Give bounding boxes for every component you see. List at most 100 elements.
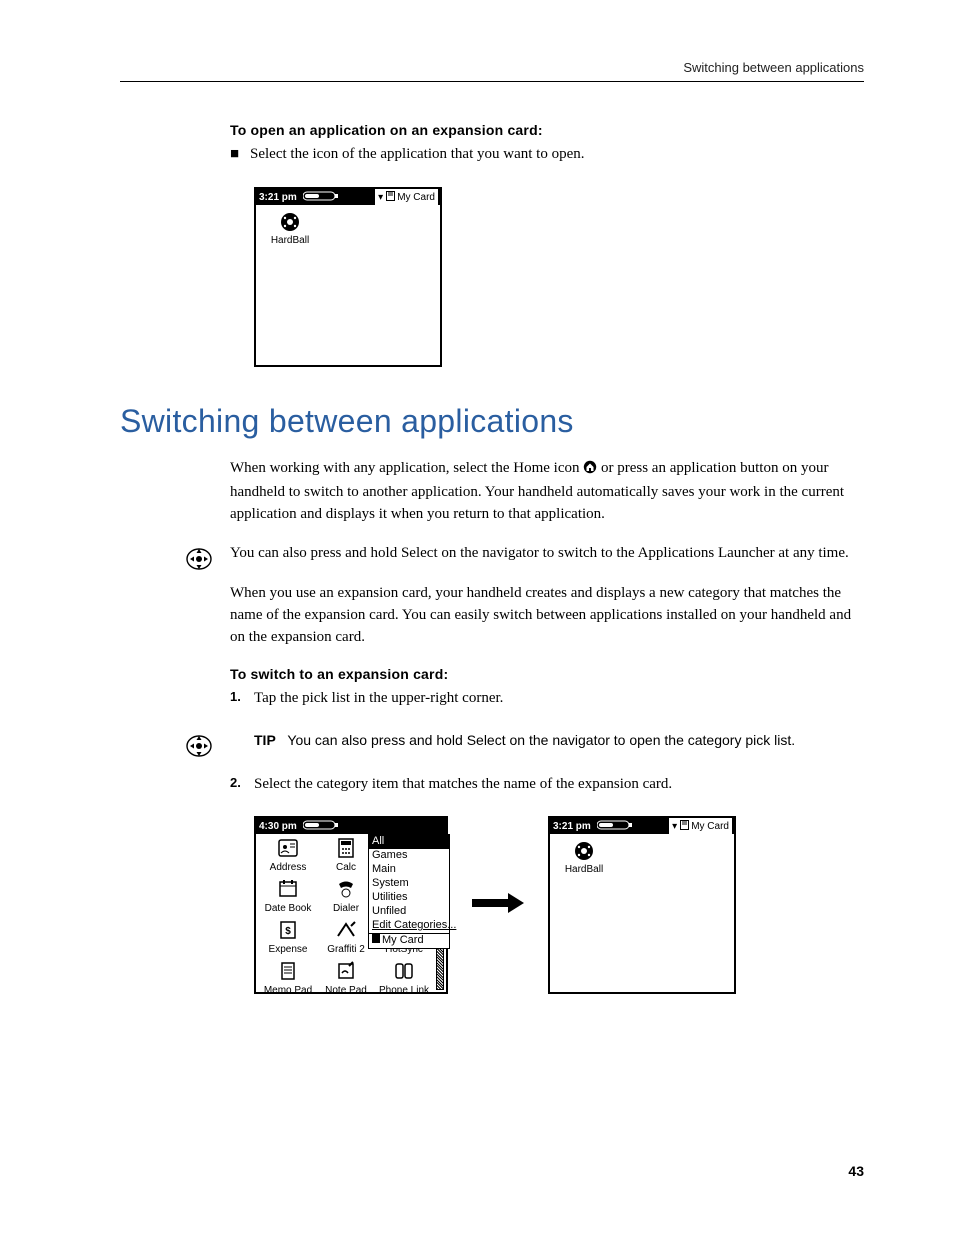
app-calc[interactable]: Calc [318,838,374,873]
step-2-num: 2. [230,774,254,793]
picklist-item[interactable]: Unfiled [369,905,449,919]
memopad-icon [275,961,301,983]
picklist-item[interactable]: System [369,877,449,891]
category-label: My Card [691,821,729,832]
expense-icon: $ [275,920,301,942]
chevron-down-icon: ▾ [672,821,677,832]
palm-screen-b: 4:30 pm All Games Main System Utilities … [254,816,448,994]
app-address[interactable]: Address [260,838,316,873]
app-datebook[interactable]: Date Book [260,879,316,914]
datebook-icon [275,879,301,901]
dialer-icon [333,879,359,901]
app-graffiti[interactable]: Graffiti 2 [318,920,374,955]
app-label: Expense [269,944,308,955]
bullet-text: Select the icon of the application that … [250,144,585,165]
subhead-switch-card: To switch to an expansion card: [230,666,864,682]
app-phonelink[interactable]: Phone Link [376,961,432,996]
battery-icon [303,191,341,204]
app-label: Address [270,862,307,873]
bullet-item: ■ Select the icon of the application tha… [230,144,864,165]
notepad-icon [333,961,359,983]
screen-header: 3:21 pm ▾ My Card [256,189,440,205]
hardball-icon [571,840,597,862]
step-1-num: 1. [230,688,254,707]
category-picklist[interactable]: ▾ My Card [375,189,438,205]
category-picklist[interactable]: ▾ My Card [669,818,732,834]
heading-switching: Switching between applications [120,403,864,440]
screen-header: 3:21 pm ▾ My Card [550,818,734,834]
app-notepad[interactable]: Note Pad [318,961,374,996]
battery-icon [597,820,635,833]
picklist-item[interactable]: Games [369,849,449,863]
card-icon [386,191,395,204]
chevron-down-icon: ▾ [378,192,383,203]
app-expense[interactable]: $ Expense [260,920,316,955]
picklist-card-label: My Card [382,934,424,946]
screen-time: 4:30 pm [259,821,297,832]
card-icon [372,934,380,947]
navigator-icon [185,545,213,573]
home-icon [583,460,597,482]
app-memopad[interactable]: Memo Pad [260,961,316,996]
tip-block: TIP You can also press and hold Select o… [254,730,864,750]
tip-text: You can also press and hold Select on th… [287,732,795,748]
app-hardball[interactable]: HardBall [556,840,612,875]
app-label: Phone Link [379,985,429,996]
app-label: Calc [336,862,356,873]
app-label: Note Pad [325,985,367,996]
screen-header: 4:30 pm [256,818,446,834]
phonelink-icon [391,961,417,983]
app-label: Dialer [333,903,359,914]
figure-screen-a: 3:21 pm ▾ My Card [254,187,864,367]
tip-label: TIP [254,732,276,748]
picklist-item[interactable]: All [369,835,449,849]
para-1: When working with any application, selec… [230,458,864,525]
page-number: 43 [848,1163,864,1179]
para-1a: When working with any application, selec… [230,460,583,476]
app-area: HardBall [550,834,734,992]
svg-text:$: $ [285,926,291,937]
battery-icon [303,820,341,833]
category-label: My Card [397,192,435,203]
category-picklist-open[interactable]: All Games Main System Utilities Unfiled … [368,834,450,949]
screen-time: 3:21 pm [553,821,591,832]
navigator-icon [185,732,213,760]
subhead-open-app: To open an application on an expansion c… [230,122,864,138]
para-3: When you use an expansion card, your han… [230,583,864,648]
content-column: To open an application on an expansion c… [230,122,864,367]
palm-screen-a: 3:21 pm ▾ My Card [254,187,442,367]
bullet-mark: ■ [230,144,250,165]
screen-time: 3:21 pm [259,192,297,203]
figure-row: 4:30 pm All Games Main System Utilities … [254,816,864,994]
palm-screen-c: 3:21 pm ▾ My Card [548,816,736,994]
para-2: You can also press and hold Select on th… [230,543,864,565]
app-area: HardBall [256,205,440,365]
running-header: Switching between applications [120,60,864,82]
card-icon [680,820,689,833]
app-label: HardBall [565,864,603,875]
picklist-item[interactable]: Utilities [369,891,449,905]
app-hardball[interactable]: HardBall [262,211,318,246]
app-label: HardBall [271,235,309,246]
app-label: Date Book [265,903,312,914]
app-dialer[interactable]: Dialer [318,879,374,914]
picklist-item-card[interactable]: My Card [369,933,449,948]
hardball-icon [277,211,303,233]
picklist-item-edit[interactable]: Edit Categories... [369,919,449,933]
calc-icon [333,838,359,860]
graffiti-icon [333,920,359,942]
app-label: Graffiti 2 [327,944,365,955]
step-1: 1. Tap the pick list in the upper-right … [230,688,864,710]
picklist-item[interactable]: Main [369,863,449,877]
tip-content: TIP You can also press and hold Select o… [254,730,795,750]
para-2-wrap: You can also press and hold Select on th… [230,543,864,565]
address-icon [275,838,301,860]
content-column-2: When working with any application, selec… [230,458,864,994]
page: Switching between applications To open a… [0,0,954,1235]
step-2: 2. Select the category item that matches… [230,774,864,796]
step-1-text: Tap the pick list in the upper-right cor… [254,688,503,710]
app-area: All Games Main System Utilities Unfiled … [256,834,446,992]
arrow-right-icon [472,893,524,918]
app-label: Memo Pad [264,985,312,996]
step-2-text: Select the category item that matches th… [254,774,672,796]
